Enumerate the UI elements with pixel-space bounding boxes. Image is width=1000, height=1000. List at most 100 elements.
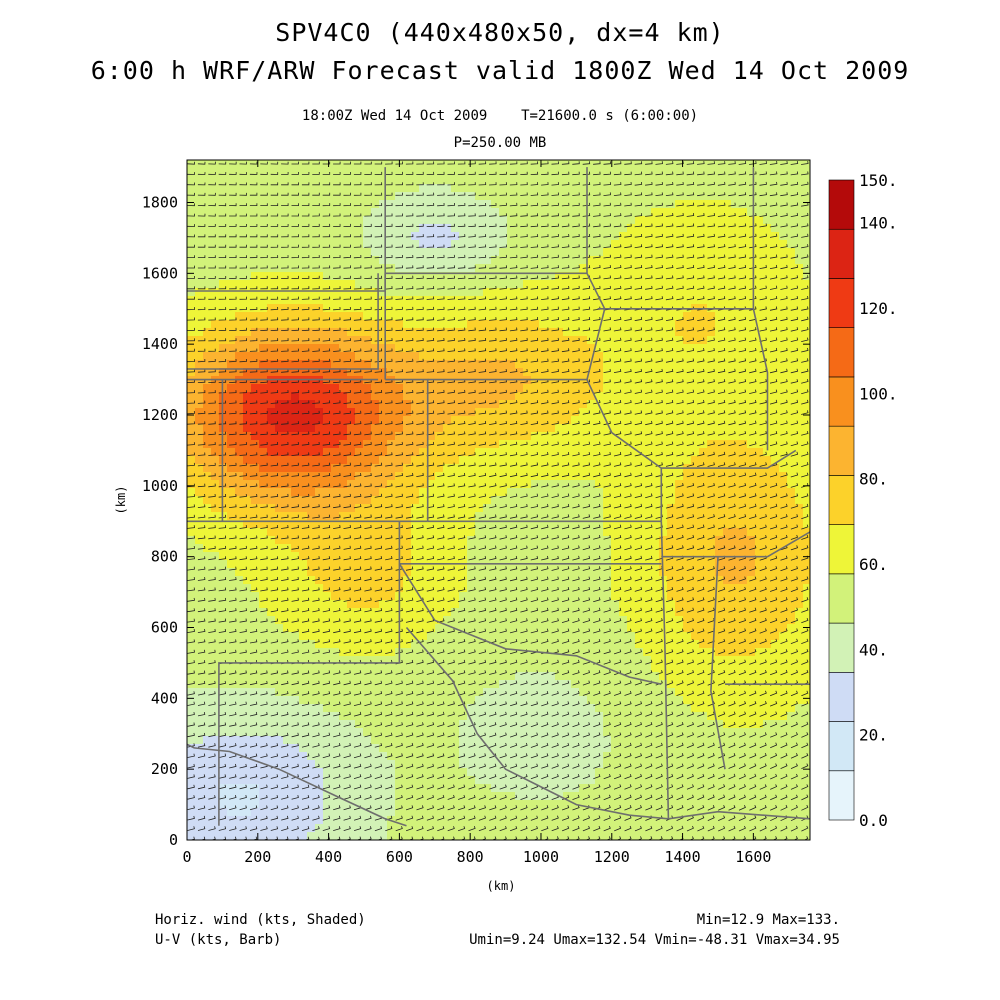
field-cell <box>203 712 212 721</box>
field-cell <box>339 824 348 833</box>
field-cell <box>395 224 404 233</box>
field-cell <box>283 168 292 177</box>
field-cell <box>219 616 228 625</box>
field-cell <box>403 400 412 409</box>
field-cell <box>515 296 524 305</box>
field-cell <box>251 288 260 297</box>
field-cell <box>443 824 452 833</box>
field-cell <box>627 328 636 337</box>
field-cell <box>523 632 532 641</box>
field-cell <box>291 728 300 737</box>
field-cell <box>515 336 524 345</box>
field-cell <box>267 792 276 801</box>
field-cell <box>579 480 588 489</box>
field-cell <box>283 696 292 705</box>
field-cell <box>307 336 316 345</box>
field-cell <box>203 776 212 785</box>
field-cell <box>403 480 412 489</box>
field-cell <box>531 728 540 737</box>
field-cell <box>587 664 596 673</box>
field-cell <box>355 384 364 393</box>
field-cell <box>603 496 612 505</box>
field-cell <box>443 272 452 281</box>
field-cell <box>635 768 644 777</box>
field-cell <box>571 352 580 361</box>
field-cell <box>419 592 428 601</box>
field-cell <box>587 248 596 257</box>
field-cell <box>619 792 628 801</box>
field-cell <box>435 232 444 241</box>
field-cell <box>403 192 412 201</box>
field-cell <box>627 264 636 273</box>
field-cell <box>467 536 476 545</box>
field-cell <box>387 464 396 473</box>
field-cell <box>403 760 412 769</box>
field-cell <box>475 744 484 753</box>
field-cell <box>339 552 348 561</box>
field-cell <box>243 472 252 481</box>
field-cell <box>419 344 428 353</box>
field-cell <box>627 792 636 801</box>
field-cell <box>475 464 484 473</box>
field-cell <box>211 496 220 505</box>
field-cell <box>251 608 260 617</box>
field-cell <box>315 696 324 705</box>
field-cell <box>451 264 460 273</box>
field-cell <box>515 216 524 225</box>
field-cell <box>451 824 460 833</box>
field-cell <box>291 208 300 217</box>
field-cell <box>627 224 636 233</box>
field-cell <box>291 640 300 649</box>
field-cell <box>251 616 260 625</box>
field-cell <box>499 520 508 529</box>
field-cell <box>571 824 580 833</box>
field-cell <box>539 808 548 817</box>
field-cell <box>555 736 564 745</box>
field-cell <box>331 728 340 737</box>
field-cell <box>347 264 356 273</box>
field-cell <box>411 160 420 169</box>
field-cell <box>219 280 228 289</box>
field-cell <box>371 456 380 465</box>
field-cell <box>635 240 644 249</box>
field-cell <box>547 608 556 617</box>
field-cell <box>283 600 292 609</box>
field-cell <box>355 352 364 361</box>
field-cell <box>419 328 428 337</box>
field-cell <box>219 312 228 321</box>
field-cell <box>291 624 300 633</box>
field-cell <box>579 600 588 609</box>
field-cell <box>459 384 468 393</box>
field-cell <box>395 296 404 305</box>
field-cell <box>603 288 612 297</box>
field-cell <box>627 456 636 465</box>
field-cell <box>531 640 540 649</box>
field-cell <box>651 592 660 601</box>
field-cell <box>555 432 564 441</box>
field-cell <box>611 464 620 473</box>
field-cell <box>379 632 388 641</box>
field-cell <box>235 312 244 321</box>
field-cell <box>347 712 356 721</box>
field-cell <box>451 160 460 169</box>
field-cell <box>307 360 316 369</box>
field-cell <box>603 336 612 345</box>
field-cell <box>547 232 556 241</box>
field-cell <box>307 584 316 593</box>
field-cell <box>451 592 460 601</box>
field-cell <box>187 600 196 609</box>
field-cell <box>203 496 212 505</box>
field-cell <box>355 672 364 681</box>
field-cell <box>587 728 596 737</box>
field-cell <box>491 768 500 777</box>
field-cell <box>275 480 284 489</box>
field-cell <box>587 616 596 625</box>
field-cell <box>595 664 604 673</box>
field-cell <box>195 464 204 473</box>
field-cell <box>387 176 396 185</box>
field-cell <box>587 368 596 377</box>
field-cell <box>203 432 212 441</box>
field-cell <box>187 640 196 649</box>
field-cell <box>427 480 436 489</box>
field-cell <box>187 224 196 233</box>
